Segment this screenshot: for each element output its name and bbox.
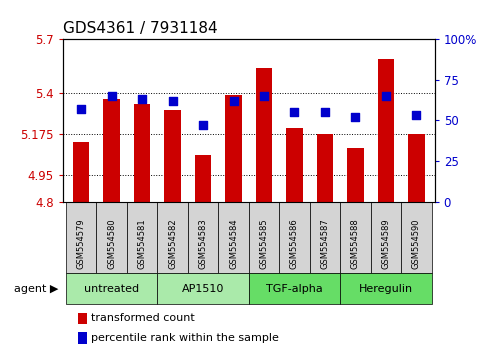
Text: GSM554580: GSM554580 (107, 218, 116, 269)
Bar (73, 142, 89, 202)
Text: GSM554581: GSM554581 (138, 218, 146, 269)
Text: TGF-alpha: TGF-alpha (266, 284, 323, 293)
Bar (188, 202, 218, 273)
Bar (279, 202, 310, 273)
Bar (401, 202, 432, 273)
Text: GDS4361 / 7931184: GDS4361 / 7931184 (63, 21, 217, 36)
Bar (103, 99, 120, 202)
Text: GSM554584: GSM554584 (229, 218, 238, 269)
Bar (316, 134, 333, 202)
Bar (218, 202, 249, 273)
Bar (408, 134, 425, 202)
Bar (378, 59, 394, 202)
Text: GSM554589: GSM554589 (382, 218, 390, 269)
Text: GSM554587: GSM554587 (320, 218, 329, 269)
Text: untreated: untreated (84, 284, 139, 293)
Text: GSM554583: GSM554583 (199, 218, 208, 269)
Bar (134, 104, 150, 202)
Bar (256, 68, 272, 202)
Bar (340, 273, 432, 304)
Point (352, 114, 359, 120)
Text: Heregulin: Heregulin (359, 284, 413, 293)
Text: GSM554590: GSM554590 (412, 218, 421, 269)
Bar (249, 273, 340, 304)
Point (321, 109, 329, 115)
Point (77, 106, 85, 112)
Point (291, 109, 298, 115)
Text: GSM554582: GSM554582 (168, 218, 177, 269)
Point (229, 98, 237, 104)
Bar (225, 95, 242, 202)
Bar (157, 273, 249, 304)
Bar (78, 332, 87, 343)
Bar (66, 273, 157, 304)
Text: GSM554588: GSM554588 (351, 218, 360, 269)
Text: GSM554586: GSM554586 (290, 218, 299, 269)
Point (108, 93, 115, 99)
Bar (347, 148, 364, 202)
Text: AP1510: AP1510 (182, 284, 224, 293)
Bar (66, 202, 96, 273)
Text: GSM554579: GSM554579 (77, 218, 85, 269)
Text: GSM554585: GSM554585 (259, 218, 269, 269)
Bar (157, 202, 188, 273)
Point (412, 113, 420, 118)
Bar (310, 202, 340, 273)
Bar (164, 109, 181, 202)
Point (199, 122, 207, 128)
Bar (78, 313, 87, 324)
Bar (249, 202, 279, 273)
Bar (127, 202, 157, 273)
Text: transformed count: transformed count (91, 313, 195, 324)
Bar (286, 127, 303, 202)
Point (169, 98, 176, 104)
Bar (195, 155, 212, 202)
Bar (370, 202, 401, 273)
Point (260, 93, 268, 99)
Point (138, 96, 146, 102)
Bar (96, 202, 127, 273)
Point (382, 93, 390, 99)
Text: percentile rank within the sample: percentile rank within the sample (91, 332, 279, 343)
Text: agent ▶: agent ▶ (14, 284, 58, 293)
Bar (340, 202, 370, 273)
